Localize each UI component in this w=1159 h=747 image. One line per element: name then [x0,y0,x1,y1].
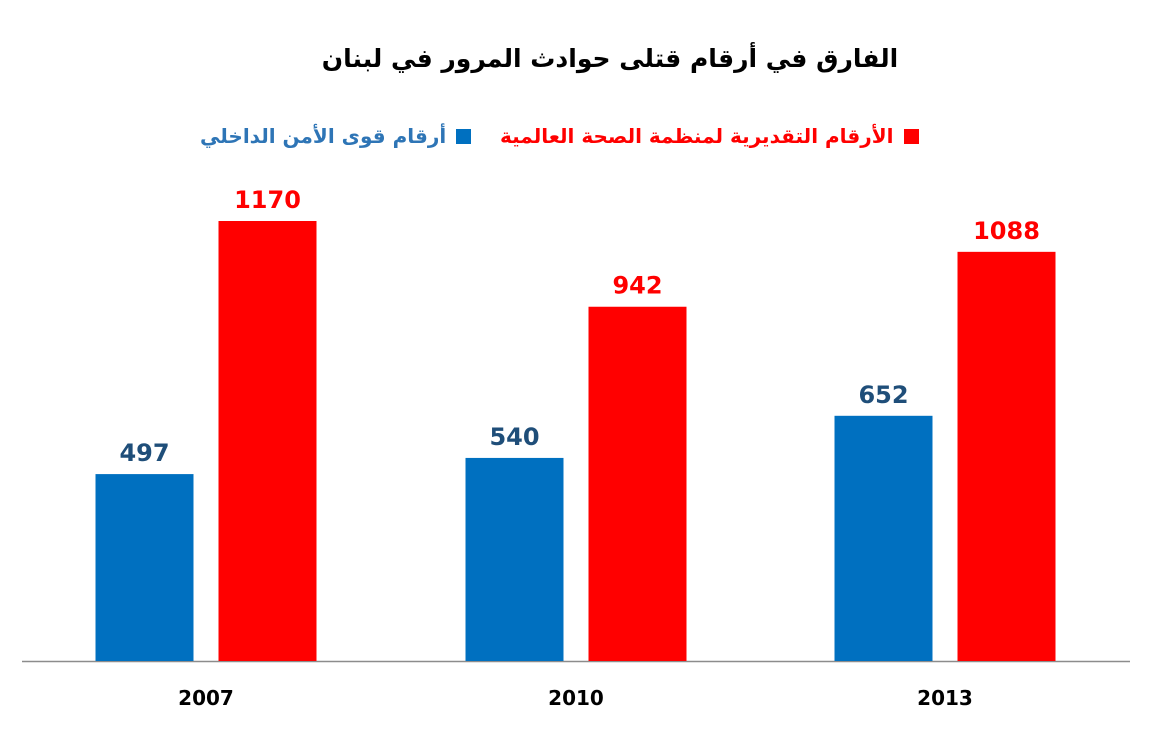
data-label-isf-2010: 540 [489,423,539,451]
x-tick-label-2013: 2013 [917,686,973,710]
legend-item-who: الأرقام التقديرية لمنظمة الصحة العالمية [500,124,919,148]
chart-title: الفارق في أرقام قتلى حوادث المرور في لبن… [321,44,899,73]
bar-isf-2010 [465,457,564,661]
bar-who-2010 [588,306,687,661]
data-label-who-2007: 1170 [234,186,301,214]
data-label-who-2013: 1088 [973,217,1040,245]
legend: أرقام قوى الأمن الداخلي الأرقام التقديري… [0,124,1159,164]
x-tick-label-2010: 2010 [548,686,604,710]
bar-who-2013 [957,251,1056,662]
bar-isf-2007 [95,474,194,661]
legend-label-isf: أرقام قوى الأمن الداخلي [200,124,447,148]
data-label-isf-2013: 652 [858,381,908,409]
bar-isf-2013 [834,415,933,661]
data-label-who-2010: 942 [612,272,662,300]
legend-swatch-who [903,128,919,144]
legend-swatch-isf [456,128,472,144]
legend-item-isf: أرقام قوى الأمن الداخلي [200,124,472,148]
data-label-isf-2007: 497 [119,439,169,467]
legend-label-who: الأرقام التقديرية لمنظمة الصحة العالمية [500,124,894,148]
bar-who-2007 [218,221,317,661]
x-tick-label-2007: 2007 [178,686,234,710]
